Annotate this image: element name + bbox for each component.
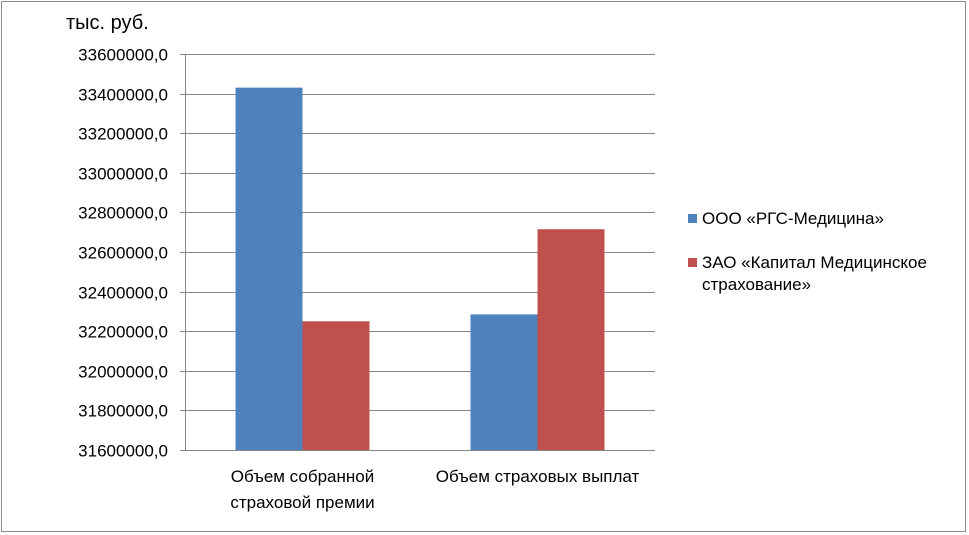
y-axis-ticks: 31600000,0 31800000,0 32000000,0 32200000,0… bbox=[78, 46, 185, 461]
legend-label-kapital-line2: страхование» bbox=[702, 275, 812, 294]
legend-item-rgs: ООО «РГС-Медицина» bbox=[688, 208, 968, 230]
bar-kapital-2 bbox=[537, 229, 605, 450]
legend-swatch-blue bbox=[688, 214, 697, 223]
y-tick-label: 32400000,0 bbox=[78, 284, 168, 303]
bar-rgs-1 bbox=[235, 87, 303, 450]
y-tick-label: 31600000,0 bbox=[78, 442, 168, 461]
y-tick-label: 31800000,0 bbox=[78, 402, 168, 421]
y-tick-label: 32800000,0 bbox=[78, 204, 168, 223]
y-tick-label: 33200000,0 bbox=[78, 125, 168, 144]
y-unit-label: тыс. руб. bbox=[66, 12, 149, 34]
y-tick-label: 33000000,0 bbox=[78, 165, 168, 184]
legend-label-rgs: ООО «РГС-Медицина» bbox=[702, 209, 884, 228]
bar-kapital-1 bbox=[302, 321, 370, 450]
y-tick-label: 32200000,0 bbox=[78, 323, 168, 342]
y-tick-label: 32600000,0 bbox=[78, 244, 168, 263]
x-category-label: Объем страховых выплат bbox=[436, 467, 640, 486]
y-tick-label: 33600000,0 bbox=[78, 46, 168, 65]
legend-item-kapital: ЗАО «Капитал Медицинское страхование» bbox=[688, 252, 968, 296]
y-tick-label: 33400000,0 bbox=[78, 86, 168, 105]
legend-swatch-red bbox=[688, 258, 697, 267]
y-tick-label: 32000000,0 bbox=[78, 363, 168, 382]
x-category-label: Объем собранной страховой премии bbox=[230, 467, 374, 512]
bars bbox=[235, 87, 605, 450]
x-axis-categories: Объем собранной страховой премии Объем стр… bbox=[230, 467, 639, 512]
legend-label-kapital-line1: ЗАО «Капитал Медицинское bbox=[702, 253, 927, 272]
legend: ООО «РГС-Медицина» ЗАО «Капитал Медицинс… bbox=[688, 208, 968, 296]
bar-rgs-2 bbox=[470, 314, 538, 450]
